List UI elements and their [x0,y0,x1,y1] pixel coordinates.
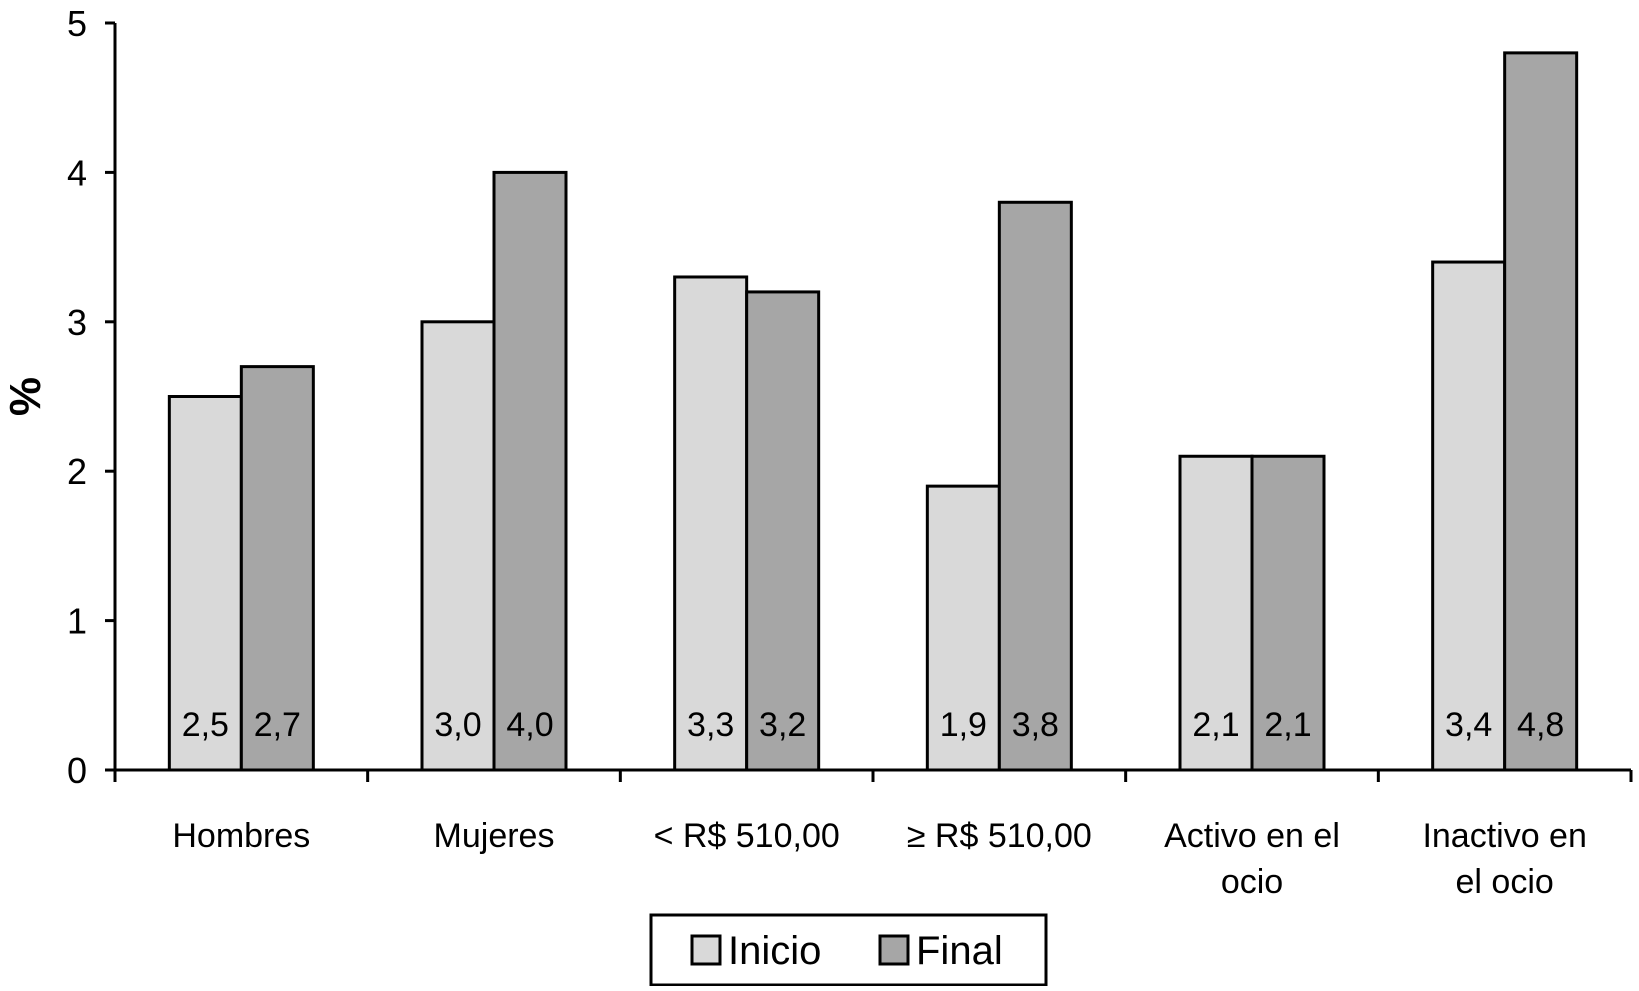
bar-value-label: 3,3 [687,706,734,744]
y-axis-title: % [1,377,50,416]
bar-value-label: 2,7 [254,706,301,744]
bar-value-label: 4,0 [506,706,553,744]
bar-inicio [673,275,749,772]
category-label: Hombres [172,817,310,855]
legend-swatch-inicio [690,934,722,966]
bar-inicio [1178,454,1254,772]
bar-inicio [1431,260,1507,772]
category-label: el ocio [1456,863,1554,901]
bar-value-label: 2,1 [1192,706,1239,744]
bar-final [1250,454,1326,772]
bar-value-label: 3,4 [1445,706,1492,744]
bar-final [745,290,821,772]
category-label: < R$ 510,00 [654,817,840,855]
legend: Inicio Final [649,913,1048,987]
axes: 0 1 2 3 4 5% Hombres Mujeres < R$ 510,00 ≥ R$ 510… [1,3,1633,901]
bar-value-label: 1,9 [940,706,987,744]
legend-label-inicio: Inicio [728,929,821,973]
category-label: Inactivo en [1422,817,1586,855]
bar-inicio [420,320,496,772]
legend-label-final: Final [916,929,1003,973]
bar-value-label: 3,8 [1012,706,1059,744]
y-tick-label: 2 [67,451,87,492]
bar-final [1503,51,1579,772]
bar-value-label: 3,2 [759,706,806,744]
y-tick-label: 1 [67,601,87,642]
bar-final [492,170,568,772]
data-labels: 2,5 2,7 3,0 4,0 3,3 3,2 1,9 3,8 2,1 2,1 3,4 4,8 [182,706,1565,744]
bar-value-label: 4,8 [1517,706,1564,744]
bar-inicio [167,395,243,772]
category-label: Mujeres [434,817,555,855]
bar-value-label: 2,5 [182,706,229,744]
category-label: ≥ R$ 510,00 [907,817,1092,855]
y-tick-label: 5 [67,3,87,44]
legend-swatch-final [878,934,910,966]
bar-final [997,200,1073,772]
bar-value-label: 3,0 [434,706,481,744]
category-label: Activo en el [1164,817,1340,855]
y-tick-label: 3 [67,302,87,343]
y-tick-label: 0 [67,750,87,791]
bar-value-label: 2,1 [1264,706,1311,744]
bars [167,51,1579,772]
bar-final [239,365,315,772]
category-label: ocio [1221,863,1283,901]
y-tick-label: 4 [67,152,87,193]
